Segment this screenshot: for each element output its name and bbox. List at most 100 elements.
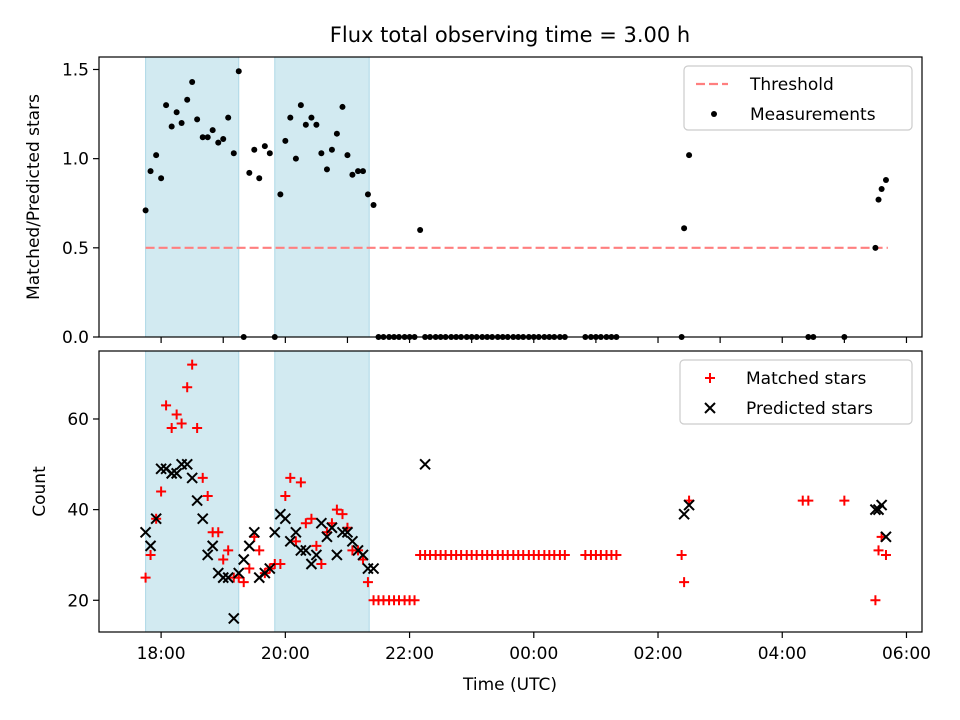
x-tick-label: 22:00 xyxy=(385,644,434,664)
x-tick-label: 00:00 xyxy=(509,644,558,664)
legend-box xyxy=(683,65,913,131)
data-point xyxy=(256,175,263,182)
legend: Matched stars Predicted stars xyxy=(679,359,913,425)
y-tick-label: 0.0 xyxy=(62,328,89,348)
data-point xyxy=(869,503,882,516)
legend-label: Threshold xyxy=(749,75,834,95)
data-point xyxy=(683,499,695,511)
data-point xyxy=(311,540,322,551)
shaded-interval xyxy=(274,350,370,633)
data-point xyxy=(275,559,286,570)
data-point xyxy=(144,540,157,552)
data-point xyxy=(362,577,373,588)
data-point xyxy=(222,571,234,584)
data-point xyxy=(201,549,214,561)
data-point xyxy=(284,535,297,548)
data-point xyxy=(199,134,206,141)
legend-label: Measurements xyxy=(750,105,876,125)
x-tick-label: 18:00 xyxy=(137,644,186,664)
data-point xyxy=(305,558,318,570)
data-point xyxy=(176,418,187,429)
data-point xyxy=(209,127,216,134)
y-tick-label: 0.5 xyxy=(62,239,89,259)
data-point xyxy=(233,567,245,579)
data-point xyxy=(409,595,420,606)
data-point xyxy=(292,155,299,162)
data-point xyxy=(178,119,185,126)
data-point xyxy=(295,544,307,557)
legend: Threshold Measurements xyxy=(683,65,913,131)
data-point xyxy=(163,102,170,109)
data-point xyxy=(336,526,349,538)
y-tick-label: 1.0 xyxy=(62,150,89,170)
data-point xyxy=(140,572,151,583)
data-point xyxy=(171,409,182,420)
data-point xyxy=(316,559,327,570)
chart-title: Flux total observing time = 3.00 h xyxy=(330,23,690,47)
data-point xyxy=(184,96,191,103)
data-point xyxy=(181,458,193,471)
data-point xyxy=(882,177,889,184)
y-tick-label: 20 xyxy=(67,591,89,611)
data-point xyxy=(217,571,229,584)
y-axis-label: Matched/Predicted stars xyxy=(24,94,44,300)
data-point xyxy=(295,477,306,488)
data-point xyxy=(803,495,814,506)
data-point xyxy=(349,171,356,178)
data-point xyxy=(238,553,250,566)
data-point xyxy=(142,207,149,214)
data-point xyxy=(220,136,227,143)
x-tick-label: 04:00 xyxy=(758,644,807,664)
data-point xyxy=(300,518,311,529)
data-point xyxy=(355,168,362,175)
data-point xyxy=(282,137,289,144)
data-point xyxy=(197,472,208,483)
data-point xyxy=(264,562,276,575)
data-point xyxy=(204,134,211,141)
data-point xyxy=(235,68,242,75)
data-point xyxy=(310,549,323,561)
data-point xyxy=(315,517,328,529)
data-point xyxy=(679,577,690,588)
data-point xyxy=(223,545,234,556)
y-axis-label: Count xyxy=(30,466,50,517)
data-point xyxy=(243,540,256,552)
data-point xyxy=(880,531,892,543)
data-point xyxy=(370,202,377,209)
data-point xyxy=(686,152,693,159)
x-tick-label: 06:00 xyxy=(882,644,931,664)
data-point xyxy=(261,143,268,150)
legend-matched-swatch xyxy=(705,373,715,383)
data-point xyxy=(678,508,690,520)
data-point xyxy=(417,226,424,233)
data-point xyxy=(269,526,281,538)
data-point xyxy=(266,150,273,157)
data-point xyxy=(285,472,296,483)
data-point xyxy=(318,150,325,157)
legend-predicted-swatch xyxy=(704,402,716,414)
top-panel: 0.0 0.5 1.0 1.5 Matched/Predicted stars Thres… xyxy=(24,56,923,348)
data-point xyxy=(359,168,366,175)
data-point xyxy=(206,540,219,552)
data-point xyxy=(155,463,167,475)
data-point xyxy=(326,522,338,534)
data-point xyxy=(559,549,570,560)
data-point xyxy=(346,535,359,548)
data-point xyxy=(213,527,224,538)
data-point xyxy=(225,114,232,121)
data-point xyxy=(150,512,162,525)
data-point xyxy=(367,562,380,575)
shaded-interval xyxy=(145,56,240,338)
legend-measurements-swatch xyxy=(711,111,717,117)
data-point xyxy=(300,544,312,557)
data-point xyxy=(246,169,253,176)
data-point xyxy=(215,139,222,146)
data-point xyxy=(153,152,160,159)
data-point xyxy=(290,526,302,538)
data-point xyxy=(165,467,178,480)
data-point xyxy=(277,191,284,198)
legend-label: Predicted stars xyxy=(746,399,873,419)
data-point xyxy=(870,595,881,606)
data-point xyxy=(145,549,156,560)
data-point xyxy=(878,185,885,192)
